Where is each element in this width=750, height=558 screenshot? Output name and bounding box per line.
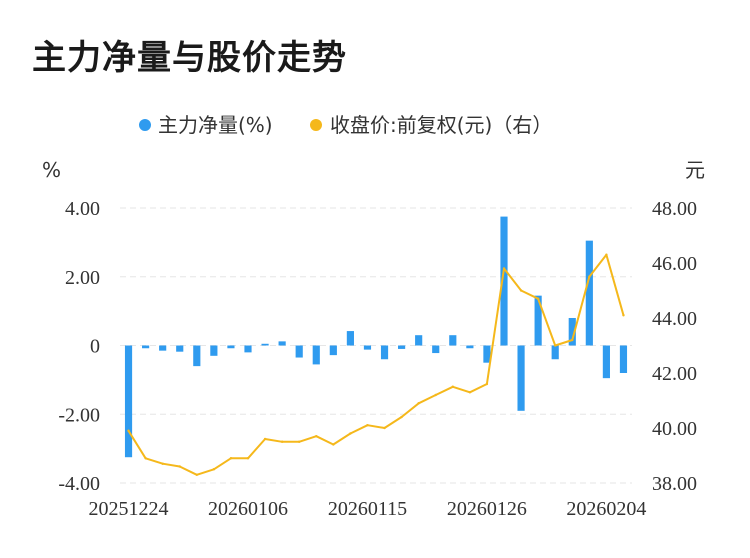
bar[interactable] [534, 295, 542, 346]
legend-label-bar: 主力净量(%) [158, 113, 273, 137]
bar[interactable] [398, 345, 406, 349]
line-point [332, 443, 335, 446]
bar[interactable] [261, 343, 269, 346]
line-point [417, 402, 420, 405]
line-point [383, 426, 386, 430]
legend-marker-bar [139, 119, 151, 131]
left-tick-label: 4.00 [65, 198, 100, 220]
line-point [127, 429, 130, 432]
bar[interactable] [551, 345, 559, 360]
bar[interactable] [124, 345, 133, 458]
bar[interactable] [312, 345, 320, 365]
line-point [315, 435, 318, 438]
line-point [161, 462, 164, 465]
bar[interactable] [159, 345, 167, 351]
line-point [588, 275, 591, 278]
bar[interactable] [295, 345, 303, 358]
bar[interactable] [602, 345, 610, 379]
line-point [298, 440, 301, 443]
line-point [434, 393, 437, 397]
line-point [622, 314, 625, 317]
right-tick-label: 46.00 [652, 253, 697, 275]
bar[interactable] [449, 335, 457, 346]
line-point [451, 385, 454, 388]
bar[interactable] [176, 345, 184, 352]
right-tick-label: 40.00 [652, 418, 697, 440]
left-tick-label: -2.00 [58, 404, 100, 426]
line-point [519, 289, 523, 292]
line-point [366, 424, 369, 427]
x-tick-label: 20260126 [447, 498, 527, 520]
legend-marker-line [310, 119, 322, 131]
bar[interactable] [346, 331, 354, 346]
price-line[interactable] [127, 253, 625, 476]
bar[interactable] [432, 345, 440, 354]
line-point [280, 440, 284, 443]
line-point [554, 344, 557, 347]
line-point [229, 457, 233, 460]
line-point [178, 465, 181, 468]
x-tick-label: 20260106 [208, 498, 288, 520]
line-point [485, 382, 489, 386]
bar[interactable] [227, 345, 235, 349]
bar[interactable] [466, 345, 474, 349]
line-point [502, 267, 506, 270]
bar[interactable] [210, 345, 218, 356]
bar[interactable] [483, 345, 491, 363]
line-point [212, 468, 216, 471]
x-tick-label: 20260115 [328, 498, 407, 520]
bar[interactable] [500, 216, 508, 346]
line-point [195, 473, 198, 476]
line-point [571, 338, 574, 342]
bar[interactable] [193, 345, 201, 367]
x-tick-label: 20251224 [89, 498, 169, 520]
left-tick-label: -4.00 [58, 473, 100, 495]
line-point [605, 253, 608, 256]
bar-series [124, 216, 628, 458]
line-series [127, 253, 625, 476]
right-tick-label: 38.00 [652, 473, 697, 495]
left-tick-label: 2.00 [65, 267, 100, 289]
bar[interactable] [619, 345, 628, 374]
bar[interactable] [585, 240, 593, 346]
bar[interactable] [380, 345, 389, 360]
bar[interactable] [415, 335, 423, 346]
line-point [468, 391, 472, 394]
axis-labels: 4.00 2.00 0 -2.00 -4.00 48.00 46.00 44.00 42.00 4… [58, 198, 697, 520]
right-tick-label: 42.00 [652, 363, 697, 385]
line-point [349, 432, 352, 435]
line-point [246, 457, 250, 460]
chart-title: 主力净量与股价走势 [32, 38, 347, 78]
bar[interactable] [363, 345, 372, 350]
right-axis-unit: 元 [685, 158, 705, 182]
grid-lines [120, 207, 632, 484]
line-point [536, 297, 540, 300]
right-tick-label: 44.00 [652, 308, 697, 330]
legend-label-line: 收盘价:前复权(元)（右） [330, 113, 552, 137]
x-tick-label: 20260204 [566, 498, 646, 520]
bar[interactable] [244, 345, 252, 353]
line-point [263, 437, 267, 441]
bar[interactable] [329, 345, 337, 356]
legend[interactable]: 主力净量(%) 收盘价:前复权(元)（右） [139, 113, 552, 137]
line-point [144, 457, 147, 460]
bar[interactable] [142, 345, 150, 349]
right-tick-label: 48.00 [652, 198, 697, 220]
bar[interactable] [278, 341, 286, 346]
bar[interactable] [568, 318, 576, 346]
bar[interactable] [517, 345, 525, 411]
left-axis-unit: % [42, 158, 61, 182]
left-tick-label: 0 [90, 336, 100, 358]
line-point [400, 415, 403, 419]
